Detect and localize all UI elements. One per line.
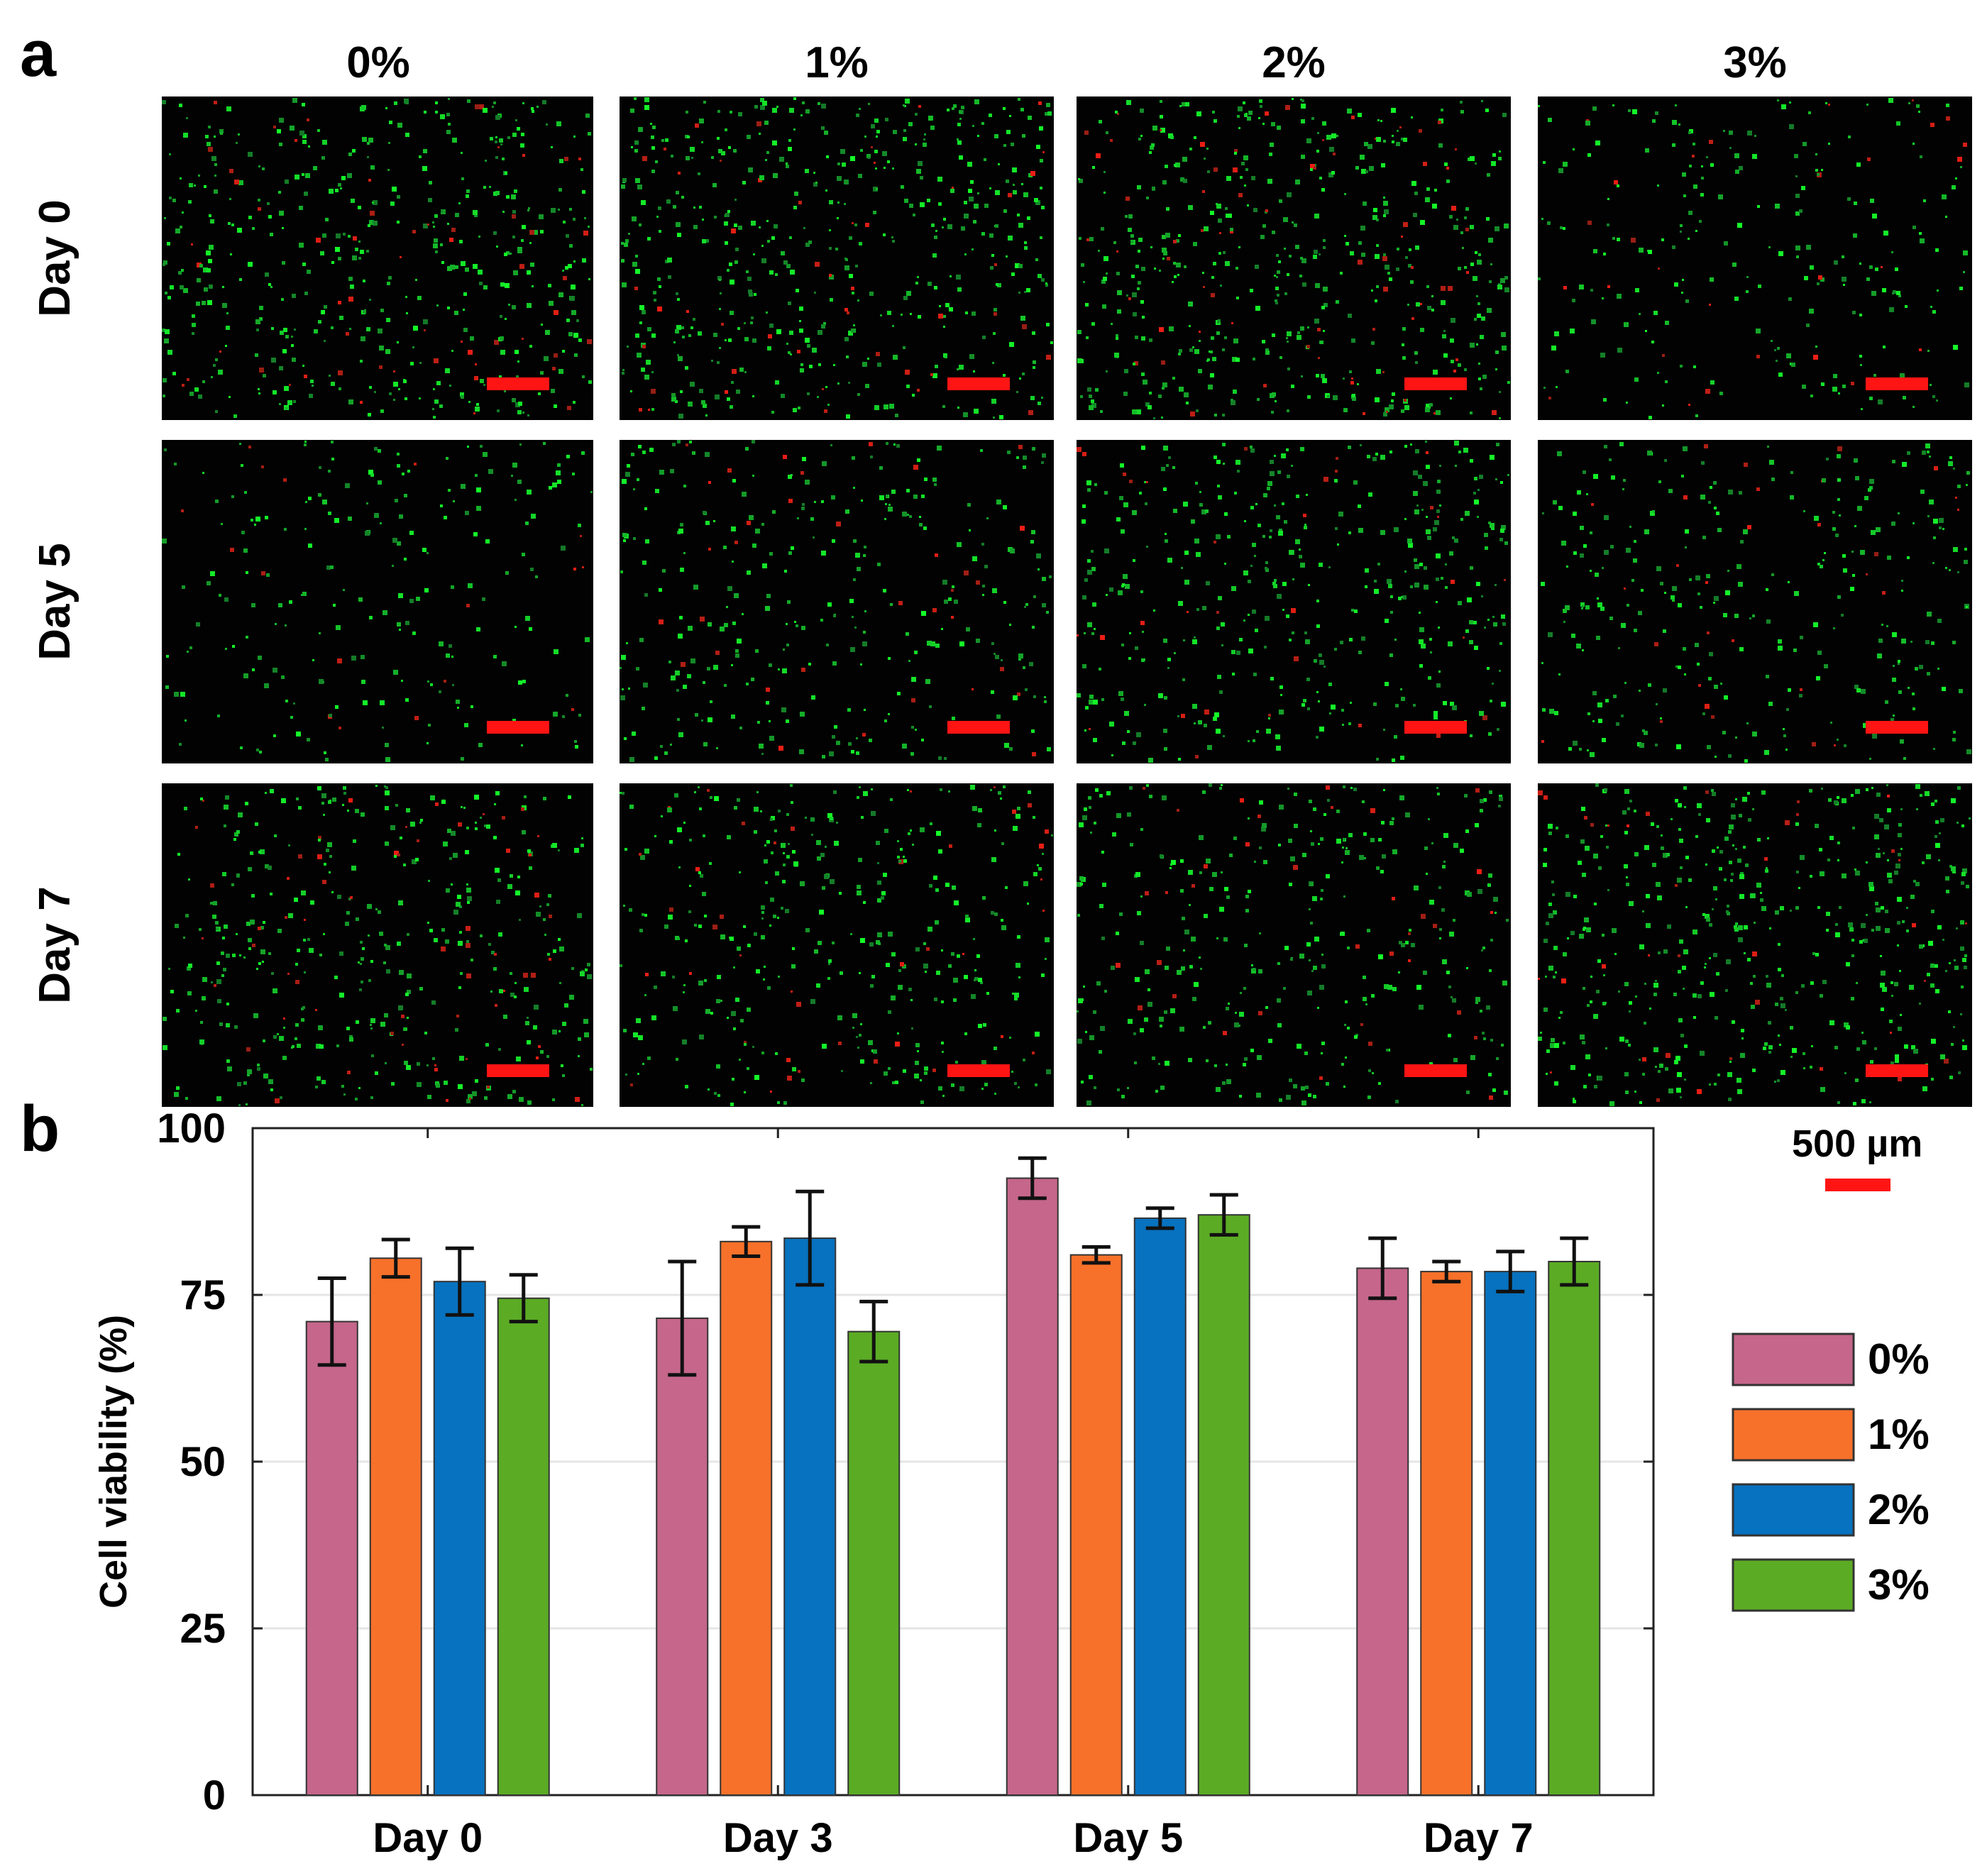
scale-bar bbox=[947, 721, 1010, 734]
legend-swatch-2pct bbox=[1732, 1483, 1855, 1537]
x-tick-label: Day 0 bbox=[373, 1815, 483, 1861]
micrograph-day-7-3pct bbox=[1538, 783, 1972, 1107]
micrograph-day-0-1pct bbox=[620, 96, 1054, 420]
bar-day-5-2pct bbox=[1133, 1217, 1187, 1796]
bar-day-0-3pct bbox=[497, 1297, 550, 1796]
scale-bar bbox=[1404, 721, 1467, 734]
y-tick-label: 75 bbox=[180, 1272, 226, 1318]
micrograph-day-5-2pct bbox=[1077, 440, 1511, 763]
bar-day-7-0pct bbox=[1356, 1267, 1409, 1796]
micrograph-day-7-0pct bbox=[162, 783, 593, 1107]
column-label-1pct: 1% bbox=[805, 38, 869, 87]
legend-label-1pct: 1% bbox=[1868, 1411, 1930, 1458]
scale-bar bbox=[1866, 1064, 1928, 1077]
scale-bar bbox=[1866, 721, 1928, 734]
legend-label-3pct: 3% bbox=[1868, 1561, 1930, 1609]
y-tick-label: 0 bbox=[203, 1772, 226, 1819]
y-tick-label: 25 bbox=[180, 1606, 226, 1652]
legend-label-2pct: 2% bbox=[1868, 1486, 1930, 1533]
scale-bar bbox=[487, 1064, 549, 1077]
scale-bar bbox=[1866, 377, 1928, 390]
x-tick-label: Day 3 bbox=[723, 1815, 833, 1861]
column-label-0pct: 0% bbox=[346, 38, 410, 87]
bar-day-3-1pct bbox=[720, 1240, 773, 1797]
scale-bar bbox=[1404, 1064, 1467, 1077]
bar-day-7-1pct bbox=[1420, 1271, 1473, 1796]
panel-a-letter: a bbox=[20, 18, 57, 90]
bar-day-3-2pct bbox=[783, 1237, 837, 1796]
bar-day-5-1pct bbox=[1069, 1254, 1123, 1796]
scale-bar bbox=[487, 721, 549, 734]
bar-day-3-0pct bbox=[656, 1317, 709, 1796]
y-tick-label: 100 bbox=[157, 1105, 226, 1152]
legend-swatch-1pct bbox=[1732, 1408, 1855, 1462]
scale-bar bbox=[487, 377, 549, 390]
bar-day-3-3pct bbox=[847, 1330, 901, 1796]
bar-day-7-2pct bbox=[1484, 1271, 1537, 1796]
bar-day-7-3pct bbox=[1548, 1261, 1601, 1796]
micrograph-day-5-0pct bbox=[162, 440, 593, 763]
x-tick-label: Day 7 bbox=[1424, 1815, 1534, 1861]
legend-swatch-0pct bbox=[1732, 1332, 1855, 1386]
legend-label-0pct: 0% bbox=[1868, 1335, 1930, 1383]
column-label-3pct: 3% bbox=[1723, 38, 1787, 87]
y-tick-label: 50 bbox=[180, 1439, 226, 1485]
micrograph-day-7-2pct bbox=[1077, 783, 1511, 1107]
bar-day-5-0pct bbox=[1006, 1177, 1059, 1796]
scale-bar-label: 500 µm bbox=[1792, 1122, 1923, 1165]
bar-day-5-3pct bbox=[1197, 1214, 1250, 1796]
micrograph-day-0-3pct bbox=[1538, 96, 1972, 420]
panel-b-letter: b bbox=[20, 1093, 60, 1165]
bar-day-0-2pct bbox=[433, 1281, 486, 1796]
column-label-2pct: 2% bbox=[1262, 38, 1326, 87]
scale-bar bbox=[1404, 377, 1467, 390]
scale-bar bbox=[947, 1064, 1010, 1077]
micrograph-day-0-0pct bbox=[162, 96, 593, 420]
micrograph-day-5-1pct bbox=[620, 440, 1054, 763]
micrograph-day-7-1pct bbox=[620, 783, 1054, 1107]
micrograph-day-5-3pct bbox=[1538, 440, 1972, 763]
bar-day-0-1pct bbox=[369, 1257, 422, 1797]
x-tick-label: Day 5 bbox=[1073, 1815, 1183, 1861]
legend-swatch-3pct bbox=[1732, 1558, 1855, 1612]
y-axis-label: Cell viability (%) bbox=[92, 1315, 135, 1609]
micrograph-day-0-2pct bbox=[1077, 96, 1511, 420]
bar-day-0-0pct bbox=[305, 1320, 358, 1796]
scale-bar bbox=[947, 377, 1010, 390]
scale-bar-legend bbox=[1825, 1179, 1890, 1191]
